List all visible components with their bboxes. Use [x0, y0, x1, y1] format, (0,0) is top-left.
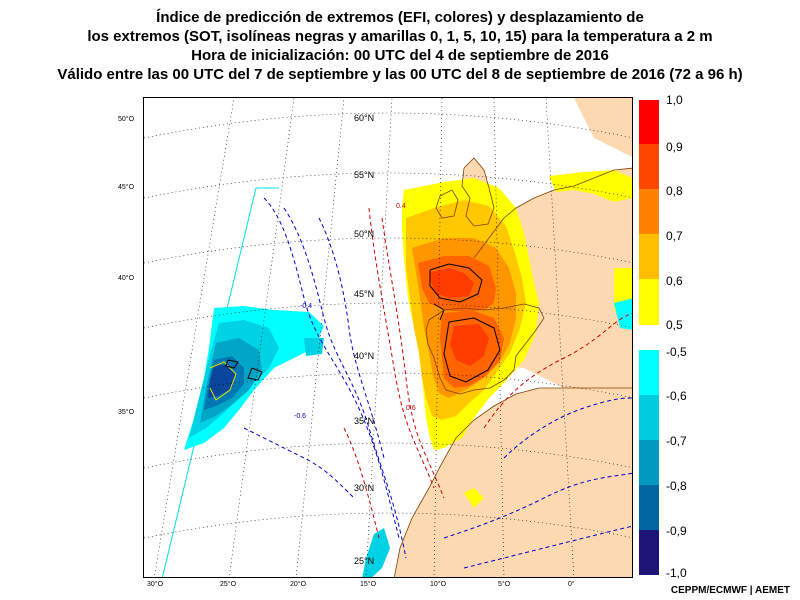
colorbar-label: -0,9: [666, 524, 687, 538]
colorbar-label: -0,7: [666, 434, 687, 448]
colorbar-swatch: [639, 234, 659, 279]
lon-label-left-45: 45°O: [118, 184, 135, 191]
colorbar-label: -0,8: [666, 479, 687, 493]
lat-label-55: 55°N: [354, 170, 374, 180]
lat-label-60: 60°N: [354, 113, 374, 123]
lon-label-25w: 25°O: [220, 581, 237, 588]
efi-negative-anomaly: [184, 298, 632, 577]
title-line-1: Índice de predicción de extremos (EFI, c…: [156, 9, 644, 26]
title-line-4: Válido entre las 00 UTC del 7 de septiem…: [57, 66, 743, 83]
colorbar-label: 0,7: [666, 229, 683, 243]
colorbar-swatch: [639, 279, 659, 325]
map-canvas: 60°N 55°N 50°N 45°N 40°N 35°N 30°N 25°N …: [144, 98, 632, 577]
coastlines: [393, 157, 632, 577]
colorbar-swatch: [639, 485, 659, 530]
lon-label-left-40: 40°O: [118, 275, 135, 282]
title-line-2: los extremos (SOT, isolíneas negras y am…: [87, 28, 713, 45]
lat-label-30: 30°N: [354, 483, 374, 493]
lon-label-30w: 30°O: [147, 581, 164, 588]
lon-label-0: 0°: [568, 581, 575, 588]
outside-domain: [144, 98, 256, 577]
colorbar-label: 0,8: [666, 184, 683, 198]
credit-text: CEPPM/ECMWF | AEMET: [670, 585, 790, 596]
lon-label-5w: 5°O: [498, 581, 511, 588]
graticule: [144, 98, 632, 577]
efi-positive-anomaly: [402, 170, 632, 508]
lat-label-25: 25°N: [354, 556, 374, 566]
colorbar-swatch: [639, 530, 659, 575]
colorbar-label: -1,0: [666, 566, 687, 580]
lat-label-50: 50°N: [354, 229, 374, 239]
contour-label: 0.4: [396, 203, 406, 210]
efi-map[interactable]: 60°N 55°N 50°N 45°N 40°N 35°N 30°N 25°N …: [143, 97, 633, 578]
lon-label-15w: 15°O: [360, 581, 377, 588]
lon-label-20w: 20°O: [290, 581, 307, 588]
contour-label: 0.6: [406, 405, 416, 412]
title-line-3: Hora de inicialización: 00 UTC del 4 de …: [191, 47, 609, 64]
colorbar-swatch: [639, 395, 659, 440]
colorbar-swatch: [639, 189, 659, 234]
lat-label-45: 45°N: [354, 289, 374, 299]
lon-label-left-35: 35°O: [118, 409, 135, 416]
contour-label: -0.4: [300, 303, 312, 310]
colorbar-swatch: [639, 440, 659, 485]
lat-label-40: 40°N: [354, 351, 374, 361]
colorbar-label: -0,6: [666, 389, 687, 403]
colorbar-label: 0,9: [666, 140, 683, 154]
colorbar-label: 0,5: [666, 318, 683, 332]
colorbar-label: 1,0: [666, 93, 683, 107]
colorbar-swatch: [639, 100, 659, 144]
contour-label: -0.6: [294, 413, 306, 420]
lat-label-35: 35°N: [354, 416, 374, 426]
colorbar-label: 0,6: [666, 274, 683, 288]
isolines: [243, 197, 632, 569]
lon-label-10w: 10°O: [430, 581, 447, 588]
colorbar-label: -0,5: [666, 345, 687, 359]
lon-label-left-50: 50°O: [118, 116, 135, 123]
colorbar-swatch: [639, 350, 659, 395]
map-title: Índice de predicción de extremos (EFI, c…: [0, 8, 800, 84]
colorbar-swatch: [639, 144, 659, 189]
